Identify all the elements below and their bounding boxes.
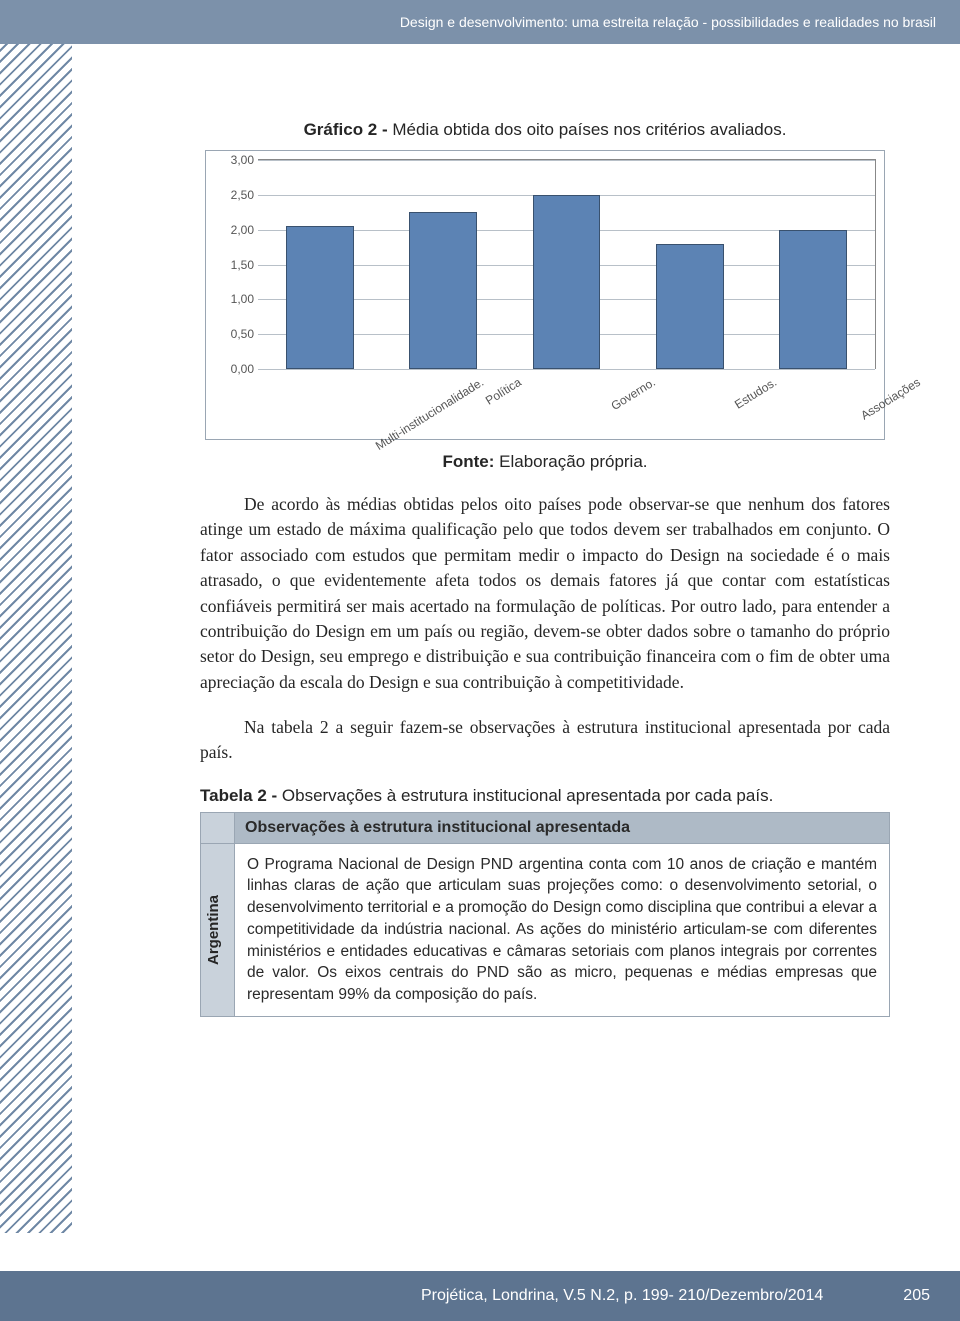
paragraph-2: Na tabela 2 a seguir fazem-se observaçõe… bbox=[200, 715, 890, 766]
chart-bar bbox=[656, 244, 724, 369]
y-axis: 0,000,501,001,502,002,503,00 bbox=[214, 160, 254, 369]
chart-plot-area: 0,000,501,001,502,002,503,00 bbox=[258, 159, 876, 369]
table-title-label: Tabela 2 - bbox=[200, 786, 282, 805]
table-title-text: Observações à estrutura institucional ap… bbox=[282, 786, 773, 805]
y-tick-label: 0,50 bbox=[214, 327, 254, 341]
fonte-text: Elaboração própria. bbox=[499, 452, 647, 471]
y-tick-label: 2,50 bbox=[214, 188, 254, 202]
footer-citation: Projética, Londrina, V.5 N.2, p. 199- 21… bbox=[421, 1287, 823, 1305]
table-country-label: Argentina bbox=[201, 887, 226, 973]
y-tick-label: 1,00 bbox=[214, 292, 254, 306]
chart-title-label: Gráfico 2 - bbox=[304, 120, 393, 139]
table-header-cell: Observações à estrutura institucional ap… bbox=[235, 812, 890, 843]
x-tick-label: Estudos. bbox=[732, 375, 779, 412]
chart-source: Fonte: Elaboração própria. bbox=[200, 452, 890, 472]
page-footer: Projética, Londrina, V.5 N.2, p. 199- 21… bbox=[0, 1271, 960, 1321]
y-tick-label: 2,00 bbox=[214, 223, 254, 237]
running-title: Design e desenvolvimento: uma estreita r… bbox=[400, 14, 936, 30]
chart-bar bbox=[533, 195, 601, 369]
chart-bar bbox=[779, 230, 847, 369]
table-country-cell: Argentina bbox=[201, 843, 235, 1016]
table-corner-cell bbox=[201, 812, 235, 843]
chart-bar bbox=[286, 226, 354, 369]
table-header-row: Observações à estrutura institucional ap… bbox=[201, 812, 890, 843]
decorative-stripes bbox=[0, 44, 72, 1233]
x-axis-labels: Multi-institucionalidade.PolíticaGoverno… bbox=[258, 369, 876, 439]
y-tick-label: 1,50 bbox=[214, 258, 254, 272]
page-number: 205 bbox=[903, 1287, 930, 1305]
chart-title-text: Média obtida dos oito países nos critéri… bbox=[392, 120, 786, 139]
table-title: Tabela 2 - Observações à estrutura insti… bbox=[200, 786, 890, 806]
x-tick-label: Governo. bbox=[608, 375, 657, 413]
paragraph-1: De acordo às médias obtidas pelos oito p… bbox=[200, 492, 890, 695]
y-tick-label: 0,00 bbox=[214, 362, 254, 376]
y-tick-label: 3,00 bbox=[214, 153, 254, 167]
observations-table: Observações à estrutura institucional ap… bbox=[200, 812, 890, 1017]
chart-container: 0,000,501,001,502,002,503,00 Multi-insti… bbox=[205, 150, 885, 440]
x-tick-label: Política bbox=[483, 375, 524, 408]
x-tick-label: Multi-institucionalidade. bbox=[373, 375, 486, 453]
page-content: Gráfico 2 - Média obtida dos oito países… bbox=[200, 120, 890, 1017]
table-row: Argentina O Programa Nacional de Design … bbox=[201, 843, 890, 1016]
x-tick-label: Associações bbox=[858, 375, 923, 423]
chart-title: Gráfico 2 - Média obtida dos oito países… bbox=[200, 120, 890, 140]
chart-gridline bbox=[258, 160, 875, 161]
table-body-cell: O Programa Nacional de Design PND argent… bbox=[235, 843, 890, 1016]
running-header: Design e desenvolvimento: uma estreita r… bbox=[0, 0, 960, 44]
fonte-label: Fonte: bbox=[442, 452, 499, 471]
chart-bar bbox=[409, 212, 477, 369]
